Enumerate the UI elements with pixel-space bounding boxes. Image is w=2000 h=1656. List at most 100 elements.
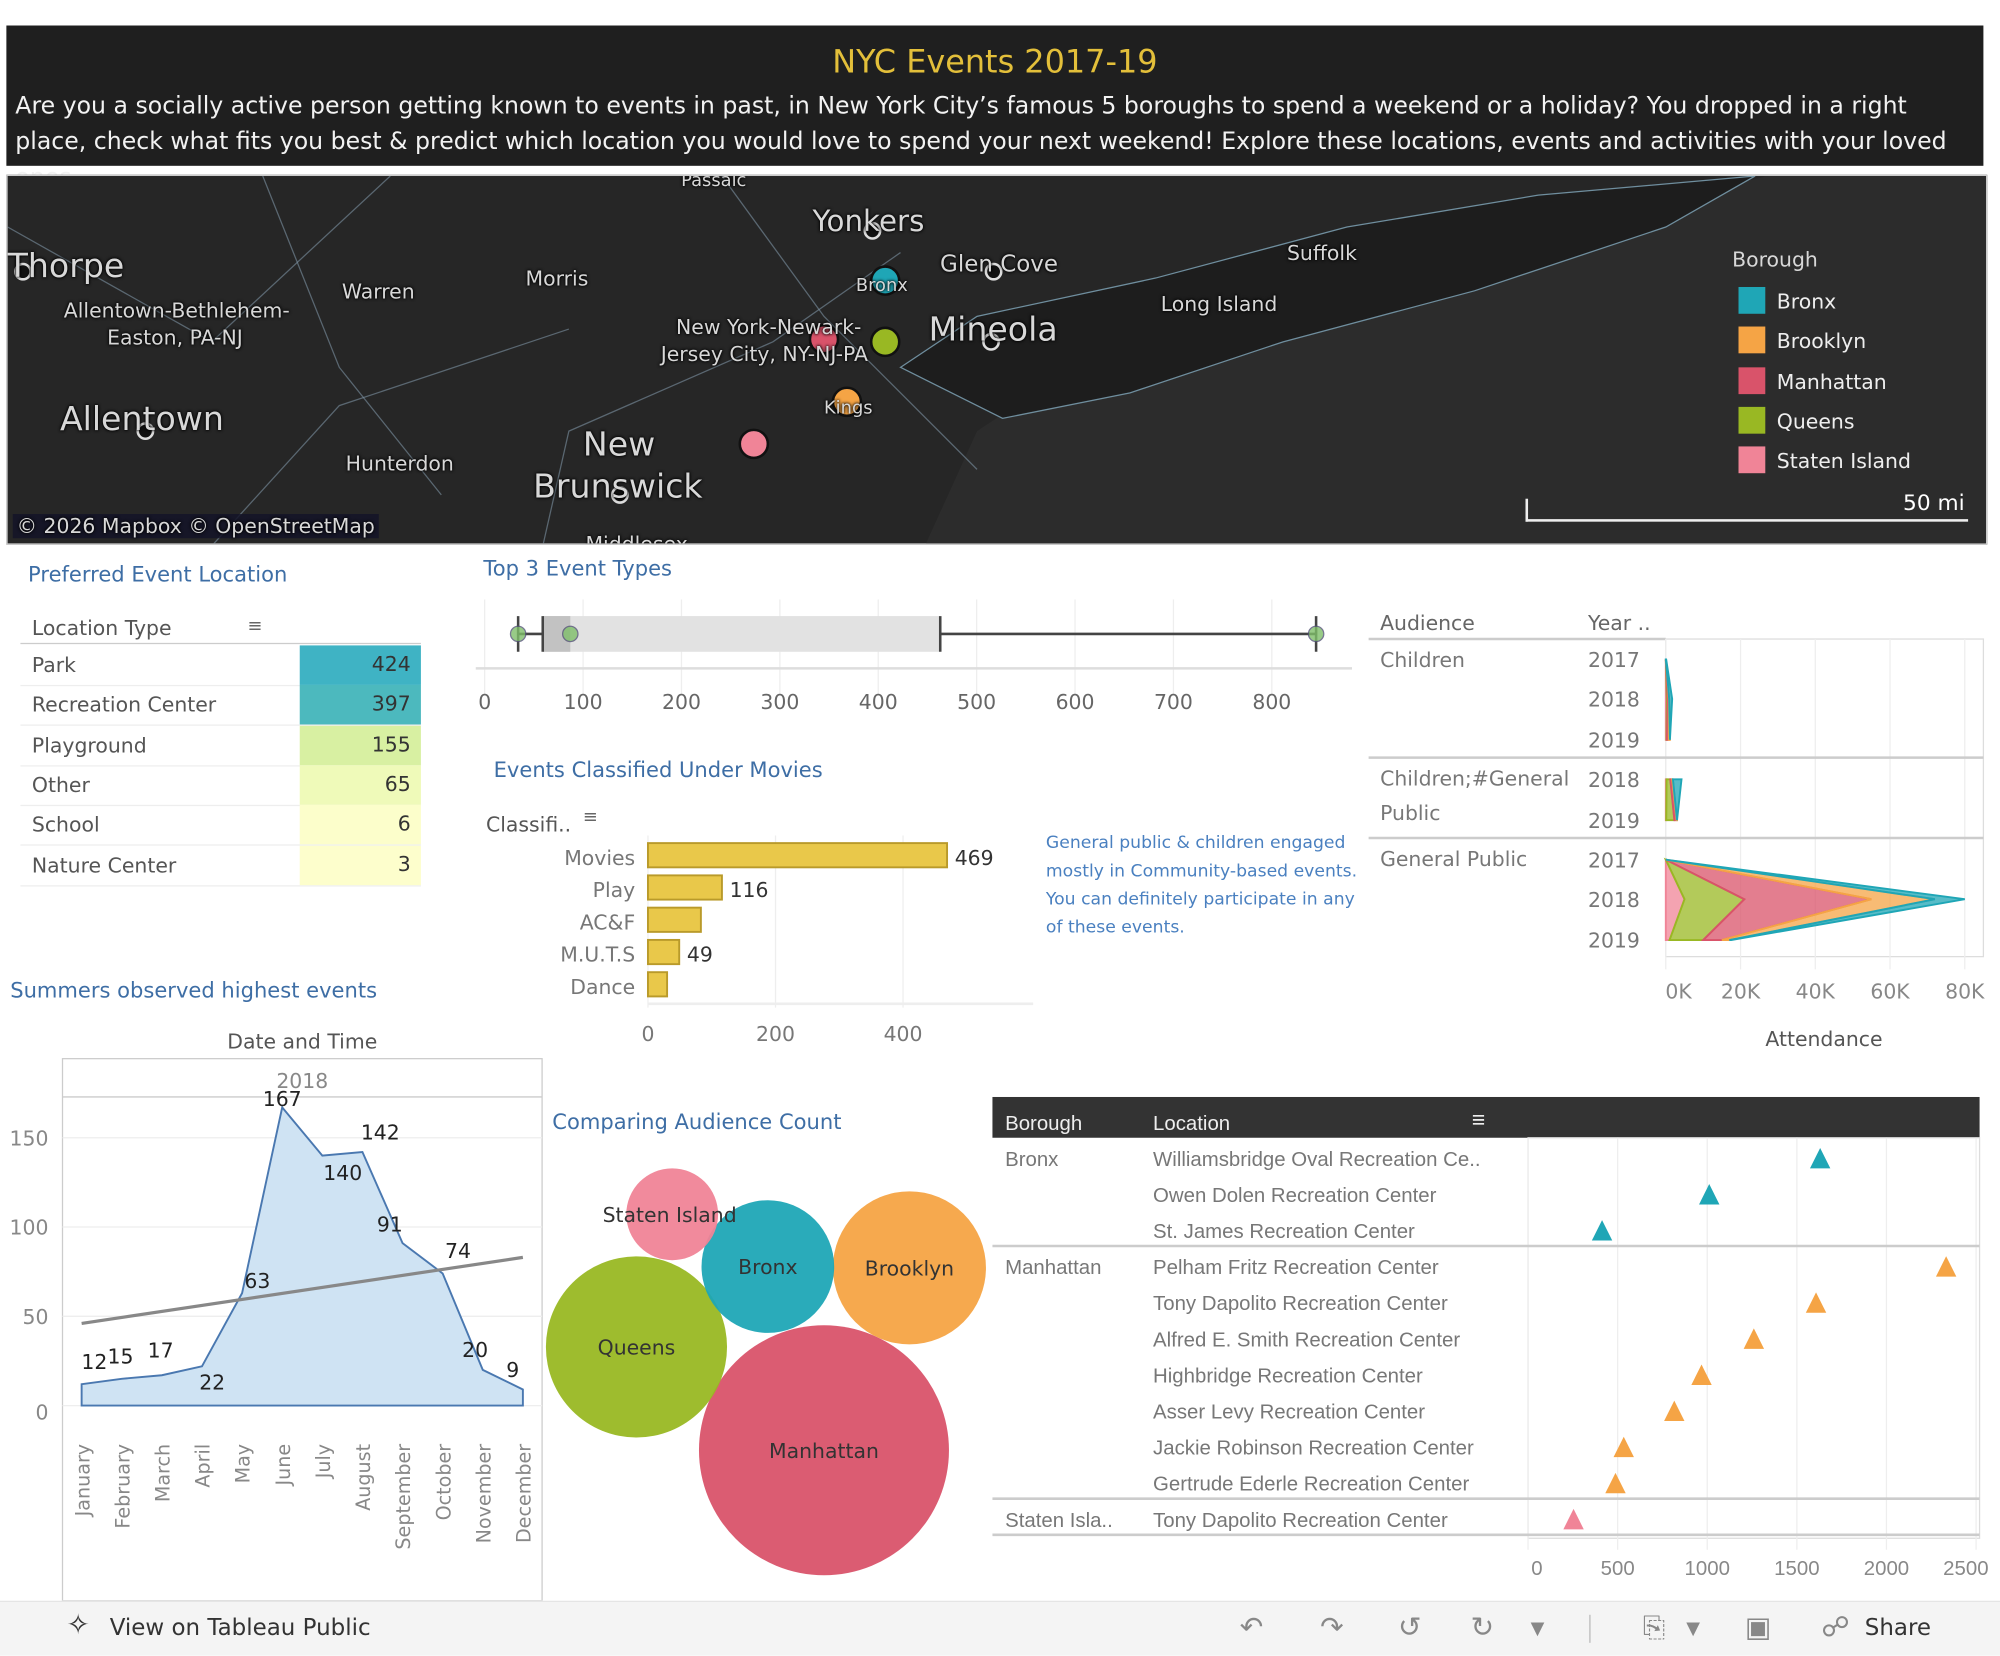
area-bronx [1665, 858, 1965, 942]
label-line: Public [1380, 801, 1440, 825]
area-series [80, 1105, 524, 1407]
data-triangle[interactable] [1699, 1184, 1720, 1205]
month-label: October [432, 1444, 455, 1521]
borough-marker-brooklyn[interactable] [831, 386, 863, 418]
legend-item[interactable]: Manhattan [1738, 366, 1887, 394]
borough-marker-bronx[interactable] [869, 265, 901, 296]
location-count: 424 [299, 645, 421, 685]
data-triangle[interactable] [1743, 1328, 1765, 1349]
axis-tick-label: 500 [1601, 1558, 1635, 1580]
legend-item[interactable]: Staten Island [1738, 446, 1911, 474]
location-label: Jackie Robinson Recreation Center [1153, 1438, 1474, 1460]
legend-swatch [1738, 326, 1766, 354]
borough-marker-manhattan[interactable] [808, 323, 840, 355]
borough-map[interactable]: © 2026 Mapbox © OpenStreetMap Borough Br… [6, 174, 1988, 545]
axis-tick-label: 0 [641, 1022, 654, 1046]
revert-icon[interactable]: ↺ [1397, 1612, 1422, 1645]
axis-tick-label: 800 [1252, 690, 1291, 714]
axis-tick-label: 80K [1945, 980, 1985, 1004]
bubble-label: Queens [598, 1336, 676, 1360]
movies-title: Events Classified Under Movies [493, 757, 823, 782]
location-count: 155 [299, 725, 421, 765]
map-place-label: Hunterdon [345, 451, 454, 476]
data-triangle[interactable] [1691, 1364, 1712, 1385]
y-tick-label: 100 [10, 1216, 49, 1240]
legend-title: Borough [1732, 247, 1818, 272]
category-label: Movies [564, 846, 635, 870]
data-label: 17 [148, 1338, 174, 1362]
location-dot-plot[interactable]: Borough Location ≡ 0 500 1000 1500 2000 2500 Bron… [992, 1096, 2000, 1594]
borough-header: Borough [1005, 1113, 1082, 1135]
bubble-staten-island[interactable] [626, 1168, 719, 1261]
bubble-manhattan[interactable] [698, 1325, 949, 1576]
month-label: December [513, 1444, 536, 1543]
axis-tick-label: 200 [756, 1022, 795, 1046]
borough-marker-queens[interactable] [869, 326, 901, 358]
axis-tick-label: 1000 [1685, 1558, 1730, 1580]
share-icon[interactable]: ☍ [1821, 1612, 1850, 1645]
share-button[interactable]: Share [1864, 1614, 1932, 1642]
location-type-label: Playground [31, 732, 147, 758]
data-triangle[interactable] [1605, 1472, 1626, 1494]
location-count: 65 [299, 765, 421, 805]
table-row[interactable]: School 6 [20, 805, 421, 846]
borough-marker-staten-island[interactable] [738, 428, 770, 460]
table-row[interactable]: Recreation Center 397 [20, 685, 421, 727]
axis-tick-label: 400 [884, 1022, 923, 1046]
scale-bar [1525, 498, 1969, 522]
axis-tick-label: 0 [1531, 1558, 1542, 1580]
month-label: July [312, 1444, 335, 1479]
map-attribution[interactable]: © 2026 Mapbox © OpenStreetMap [12, 514, 379, 539]
audience-area-chart[interactable]: Audience Year .. 0K 20K 40K 60K 80K Attendance C… [1365, 599, 2000, 1058]
chevron-down-icon[interactable]: ▼ [1530, 1618, 1545, 1640]
bubble-bronx[interactable] [701, 1200, 835, 1333]
audience-bubble-chart[interactable]: Manhattan Queens Brooklyn Bronx Staten Islan… [536, 1135, 995, 1594]
redo-icon[interactable]: ↷ [1320, 1612, 1344, 1645]
undo-icon[interactable]: ↶ [1239, 1612, 1264, 1645]
download-icon[interactable]: ⎘ [1642, 1612, 1666, 1645]
movies-note: General public & children engaged mostly… [1045, 832, 1358, 938]
long-island-shape [899, 176, 1756, 420]
axis-tick-label: 700 [1154, 690, 1193, 714]
map-place-label: Glen Cove [940, 251, 1058, 279]
location-label: Owen Dolen Recreation Center [1153, 1185, 1437, 1207]
bubble-queens[interactable] [545, 1256, 728, 1438]
map-place-label: New [582, 426, 656, 465]
data-triangle[interactable] [1563, 1508, 1584, 1530]
sort-icon[interactable]: ≡ [247, 616, 263, 637]
box-plot[interactable]: 0 100 200 300 400 500 600 700 800 [459, 593, 1353, 733]
data-label: 15 [107, 1345, 133, 1369]
county-boundary [262, 176, 442, 496]
data-triangle[interactable] [1613, 1436, 1634, 1458]
data-triangle[interactable] [1664, 1400, 1685, 1422]
map-place-label: Yonkers [812, 205, 925, 239]
plot-frame [61, 1058, 543, 1601]
sort-icon[interactable]: ≡ [582, 807, 598, 828]
data-triangle[interactable] [1935, 1256, 1957, 1277]
table-row[interactable]: Park 424 [20, 645, 421, 687]
data-triangle[interactable] [1805, 1292, 1827, 1313]
data-label: 9 [506, 1358, 519, 1382]
bubble-label: Bronx [738, 1255, 797, 1279]
location-type-label: Other [31, 772, 90, 798]
table-row[interactable]: Playground 155 [20, 725, 421, 767]
view-on-tableau-link[interactable]: View on Tableau Public [109, 1614, 371, 1642]
legend-item[interactable]: Queens [1738, 406, 1854, 434]
table-row[interactable]: Nature Center 3 [20, 845, 421, 886]
refresh-icon[interactable]: ↻ [1470, 1612, 1495, 1645]
chevron-down-icon[interactable]: ▼ [1686, 1618, 1700, 1640]
data-triangle[interactable] [1591, 1220, 1613, 1241]
movies-bar-chart[interactable]: 0 200 400 Movies 469 Play 116 AC&F M.U.T.S 49 Danc… [485, 829, 1046, 1059]
legend-item[interactable]: Brooklyn [1738, 326, 1866, 354]
table-row[interactable]: Other 65 [20, 765, 421, 806]
sort-icon[interactable]: ≡ [1472, 1107, 1485, 1133]
location-label: Tony Dapolito Recreation Center [1153, 1293, 1448, 1315]
classification-header: Classifi.. [485, 812, 572, 837]
monthly-events-chart[interactable]: Date and Time 2018 0 50 100 150 12 January 15 Feb… [0, 1020, 548, 1601]
bubble-brooklyn[interactable] [832, 1191, 986, 1345]
legend-item[interactable]: Bronx [1738, 286, 1836, 314]
fullscreen-icon[interactable]: ▣ [1744, 1612, 1772, 1645]
data-triangle[interactable] [1809, 1147, 1831, 1169]
year-label: 2018 [1588, 768, 1640, 792]
